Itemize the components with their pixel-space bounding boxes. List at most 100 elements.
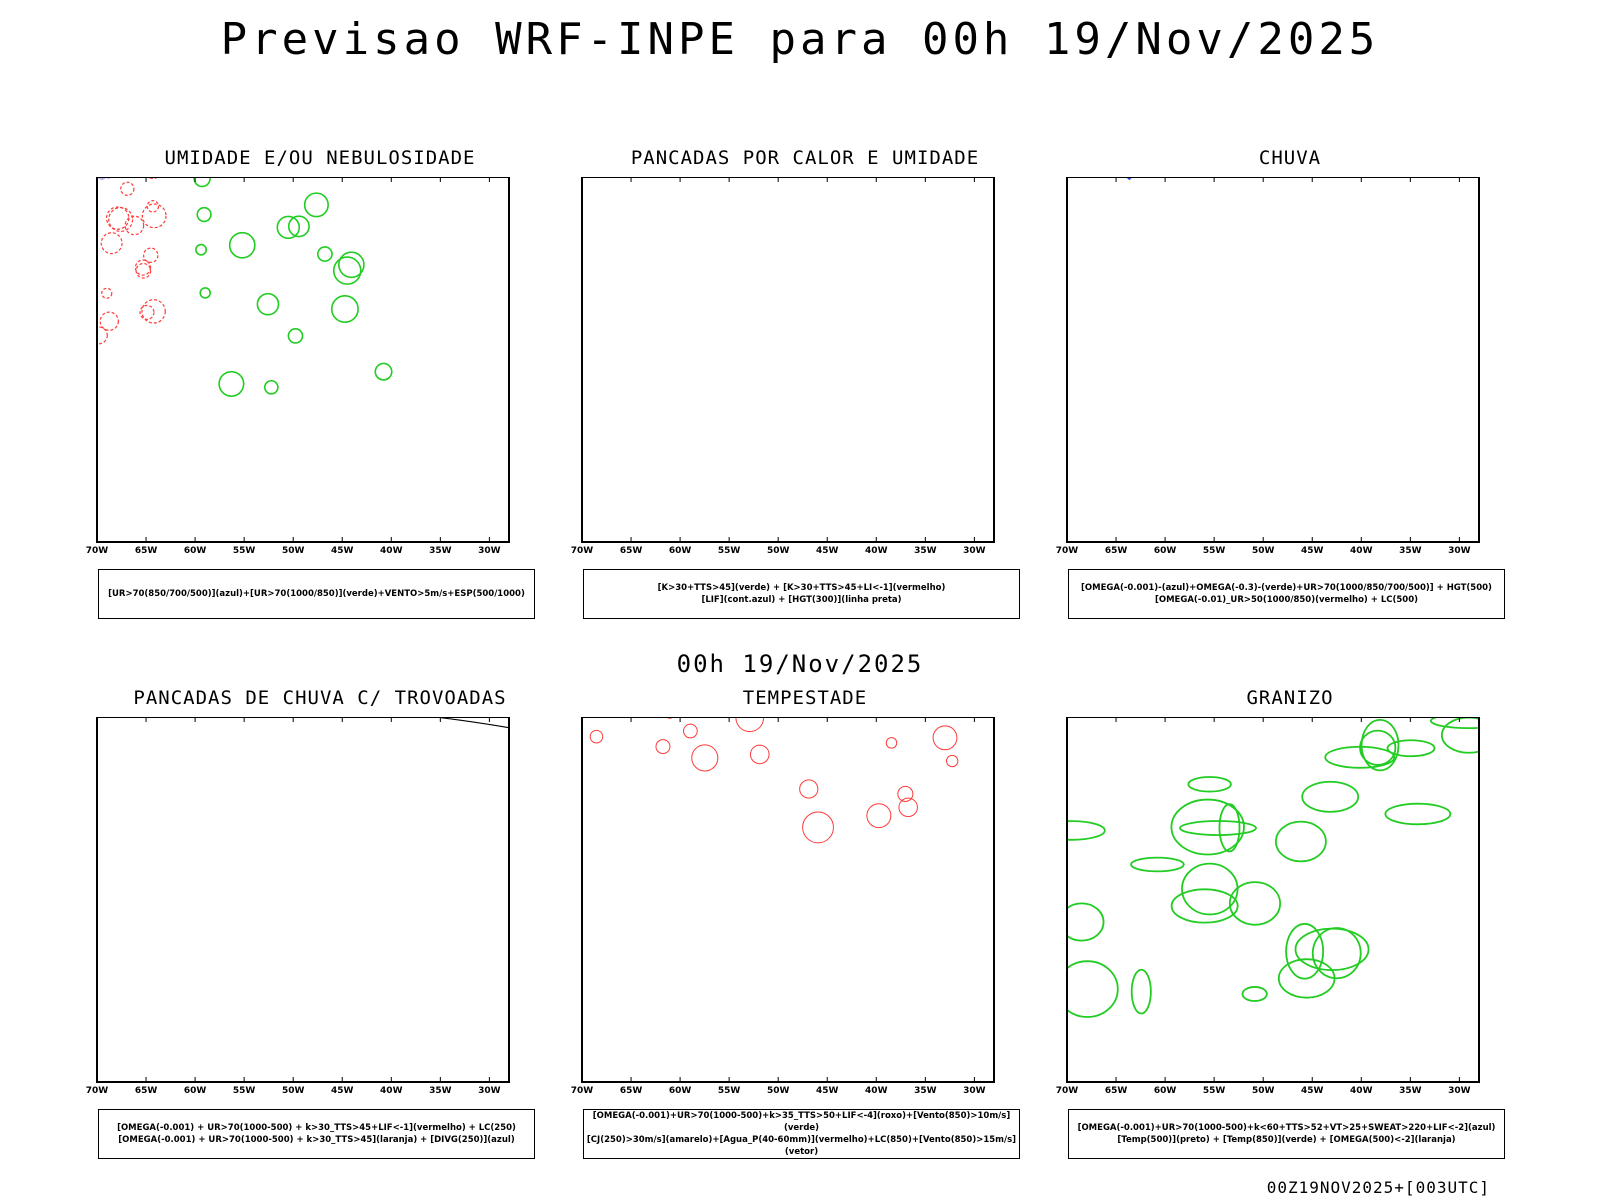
lon-tick-label: 45W <box>1301 1086 1324 1096</box>
temp850-green-contour <box>1067 902 1105 942</box>
lon-tick-label: 65W <box>135 546 158 556</box>
panel-umidade: UMIDADE E/OU NEBULOSIDADE 10121012100810… <box>70 147 570 642</box>
green-humidity-contour <box>218 370 245 397</box>
panel-title: PANCADAS DE CHUVA C/ TROVOADAS <box>133 687 507 709</box>
lon-tick-label: 35W <box>429 1086 452 1096</box>
green-humidity-contour <box>276 215 301 240</box>
lon-tick-label: 30W <box>478 1086 501 1096</box>
green-humidity-contour <box>196 206 212 223</box>
temp850-green-contour <box>1130 856 1185 873</box>
water-red-contour <box>735 717 765 733</box>
panel-trovoadas: PANCADAS DE CHUVA C/ TROVOADAS 12S15S18S… <box>70 687 570 1182</box>
temp850-green-contour <box>1187 776 1232 793</box>
lon-tick-label: 35W <box>1399 1086 1422 1096</box>
streamline <box>430 717 509 729</box>
red-dash-blob <box>135 262 152 279</box>
panel-title: GRANIZO <box>1246 687 1334 709</box>
red-dash-blob <box>105 206 130 230</box>
lon-tick-label: 70W <box>571 1086 594 1096</box>
temp850-green-contour <box>1130 968 1152 1015</box>
map-frame: 12S15S18S21S24S27S30S33S36S39S42S70W65W6… <box>571 717 995 1096</box>
temp850-green-contour <box>1301 780 1360 813</box>
red-dash-blob <box>141 203 167 229</box>
red-dash-blob <box>141 299 166 324</box>
green-humidity-contour <box>332 256 362 285</box>
map-frame: 12S15S18S21S24S27S30S33S36S39S42S70W65W6… <box>86 717 510 1096</box>
map-tempestade: 12S15S18S21S24S27S30S33S36S39S42S70W65W6… <box>571 717 995 1096</box>
red-dash-blob <box>146 200 160 213</box>
lon-tick-label: 55W <box>718 1086 741 1096</box>
red-dash-blob <box>143 247 159 263</box>
map-chuva: 5885825855765765795735705675645615585555… <box>1056 177 1480 556</box>
temp850-green-contour <box>1384 802 1452 826</box>
clear-gap <box>833 177 845 183</box>
lon-tick-label: 45W <box>816 546 839 556</box>
main-title: Previsao WRF-INPE para 00h 19/Nov/2025 <box>220 14 1380 65</box>
lon-tick-label: 65W <box>1105 1086 1128 1096</box>
legend-line: [CJ(250)>30m/s](amarelo)+[Agua_P(40-60mm… <box>586 1135 1017 1157</box>
map-trovoadas: 12S15S18S21S24S27S30S33S36S39S42S70W65W6… <box>86 717 510 1096</box>
green-humidity-contour <box>263 379 279 395</box>
lon-tick-label: 40W <box>865 1086 888 1096</box>
lon-tick-label: 65W <box>1105 546 1128 556</box>
lon-tick-label: 40W <box>1350 546 1373 556</box>
water-red-contour <box>946 754 959 768</box>
lon-tick-label: 50W <box>282 546 305 556</box>
map-pancadas-calor: 9600952096009600960095209520944094409360… <box>571 177 995 556</box>
legend-line: [OMEGA(-0.001)+UR>70(1000-500)+k<60+TTS>… <box>1077 1123 1496 1133</box>
lon-tick-label: 30W <box>478 546 501 556</box>
water-red-contour <box>802 811 834 844</box>
legend-tempestade: [OMEGA(-0.001)+UR>70(1000-500)+k>35_TTS>… <box>583 1109 1020 1159</box>
legend-line: [OMEGA(-0.001)-(azul)+OMEGA(-0.3)-(verde… <box>1081 583 1492 593</box>
water-red-contour <box>897 785 914 802</box>
lon-tick-label: 60W <box>1154 546 1177 556</box>
lon-tick-label: 70W <box>86 1086 109 1096</box>
panel-chuva: CHUVA 5885825855765765795735705675645615… <box>1040 147 1540 642</box>
map-frame: 12S15S18S21S24S27S30S33S36S39S42S70W65W6… <box>86 177 510 556</box>
legend-chuva: [OMEGA(-0.001)-(azul)+OMEGA(-0.3)-(verde… <box>1068 569 1505 619</box>
water-red-contour <box>932 725 958 751</box>
green-humidity-contour <box>287 215 310 238</box>
legend-umidade: [UR>70(850/700/500)](azul)+[UR>70(1000/8… <box>98 569 535 619</box>
lon-tick-label: 50W <box>1252 546 1275 556</box>
lon-tick-label: 70W <box>571 546 594 556</box>
lon-tick-label: 60W <box>184 1086 207 1096</box>
legend-line: [OMEGA(-0.001) + UR>70(1000-500) + k>30_… <box>118 1135 515 1145</box>
temp850-green-contour <box>1440 717 1479 754</box>
lon-tick-label: 70W <box>1056 1086 1079 1096</box>
lon-tick-label: 45W <box>331 1086 354 1096</box>
green-humidity-contour <box>303 192 329 218</box>
lon-tick-label: 30W <box>963 1086 986 1096</box>
lon-tick-label: 55W <box>233 546 256 556</box>
lon-tick-label: 45W <box>816 1086 839 1096</box>
temp850-green-contour <box>1386 739 1436 758</box>
legend-trovoadas: [OMEGA(-0.001) + UR>70(1000-500) + k>30_… <box>98 1109 535 1159</box>
lon-tick-label: 65W <box>620 1086 643 1096</box>
water-red-contour <box>683 723 698 739</box>
legend-line: [UR>70(850/700/500)](azul)+[UR>70(1000/8… <box>108 589 525 599</box>
map-umidade: 1012101210081004100410081012100010001004… <box>86 177 510 556</box>
lon-tick-label: 40W <box>1350 1086 1373 1096</box>
water-red-contour <box>749 744 770 765</box>
legend-line: [OMEGA(-0.001)+UR>70(1000-500)+k>35_TTS>… <box>592 1111 1011 1133</box>
lon-tick-label: 65W <box>135 1086 158 1096</box>
red-dash-blob <box>101 287 113 299</box>
lon-tick-label: 35W <box>914 1086 937 1096</box>
temp850-green-contour <box>1285 923 1325 980</box>
temp850-green-contour <box>1430 717 1479 730</box>
lon-tick-label: 50W <box>1252 1086 1275 1096</box>
green-humidity-contour <box>193 177 211 188</box>
temp850-green-contour <box>1067 820 1106 841</box>
mid-title: 00h 19/Nov/2025 <box>676 650 924 678</box>
map-frame: 12S15S18S21S24S27S30S33S36S39S42S70W65W6… <box>571 177 995 556</box>
green-humidity-contour <box>330 294 359 323</box>
green-humidity-contour <box>228 231 256 259</box>
lon-tick-label: 30W <box>1448 546 1471 556</box>
water-red-contour <box>691 744 719 772</box>
legend-line: [OMEGA(-0.01)_UR>50(1000/850)(vermelho) … <box>1154 595 1419 605</box>
map-frame: 12S15S18S21S24S27S30S33S36S39S42S70W65W6… <box>1056 177 1480 556</box>
water-red-contour <box>799 779 819 799</box>
legend-line: [OMEGA(-0.001) + UR>70(1000-500) + k>30_… <box>117 1123 516 1133</box>
map-frame: 12S15S18S21S24S27S30S33S36S39S42S70W65W6… <box>1056 717 1480 1096</box>
panel-title: CHUVA <box>1258 147 1322 169</box>
